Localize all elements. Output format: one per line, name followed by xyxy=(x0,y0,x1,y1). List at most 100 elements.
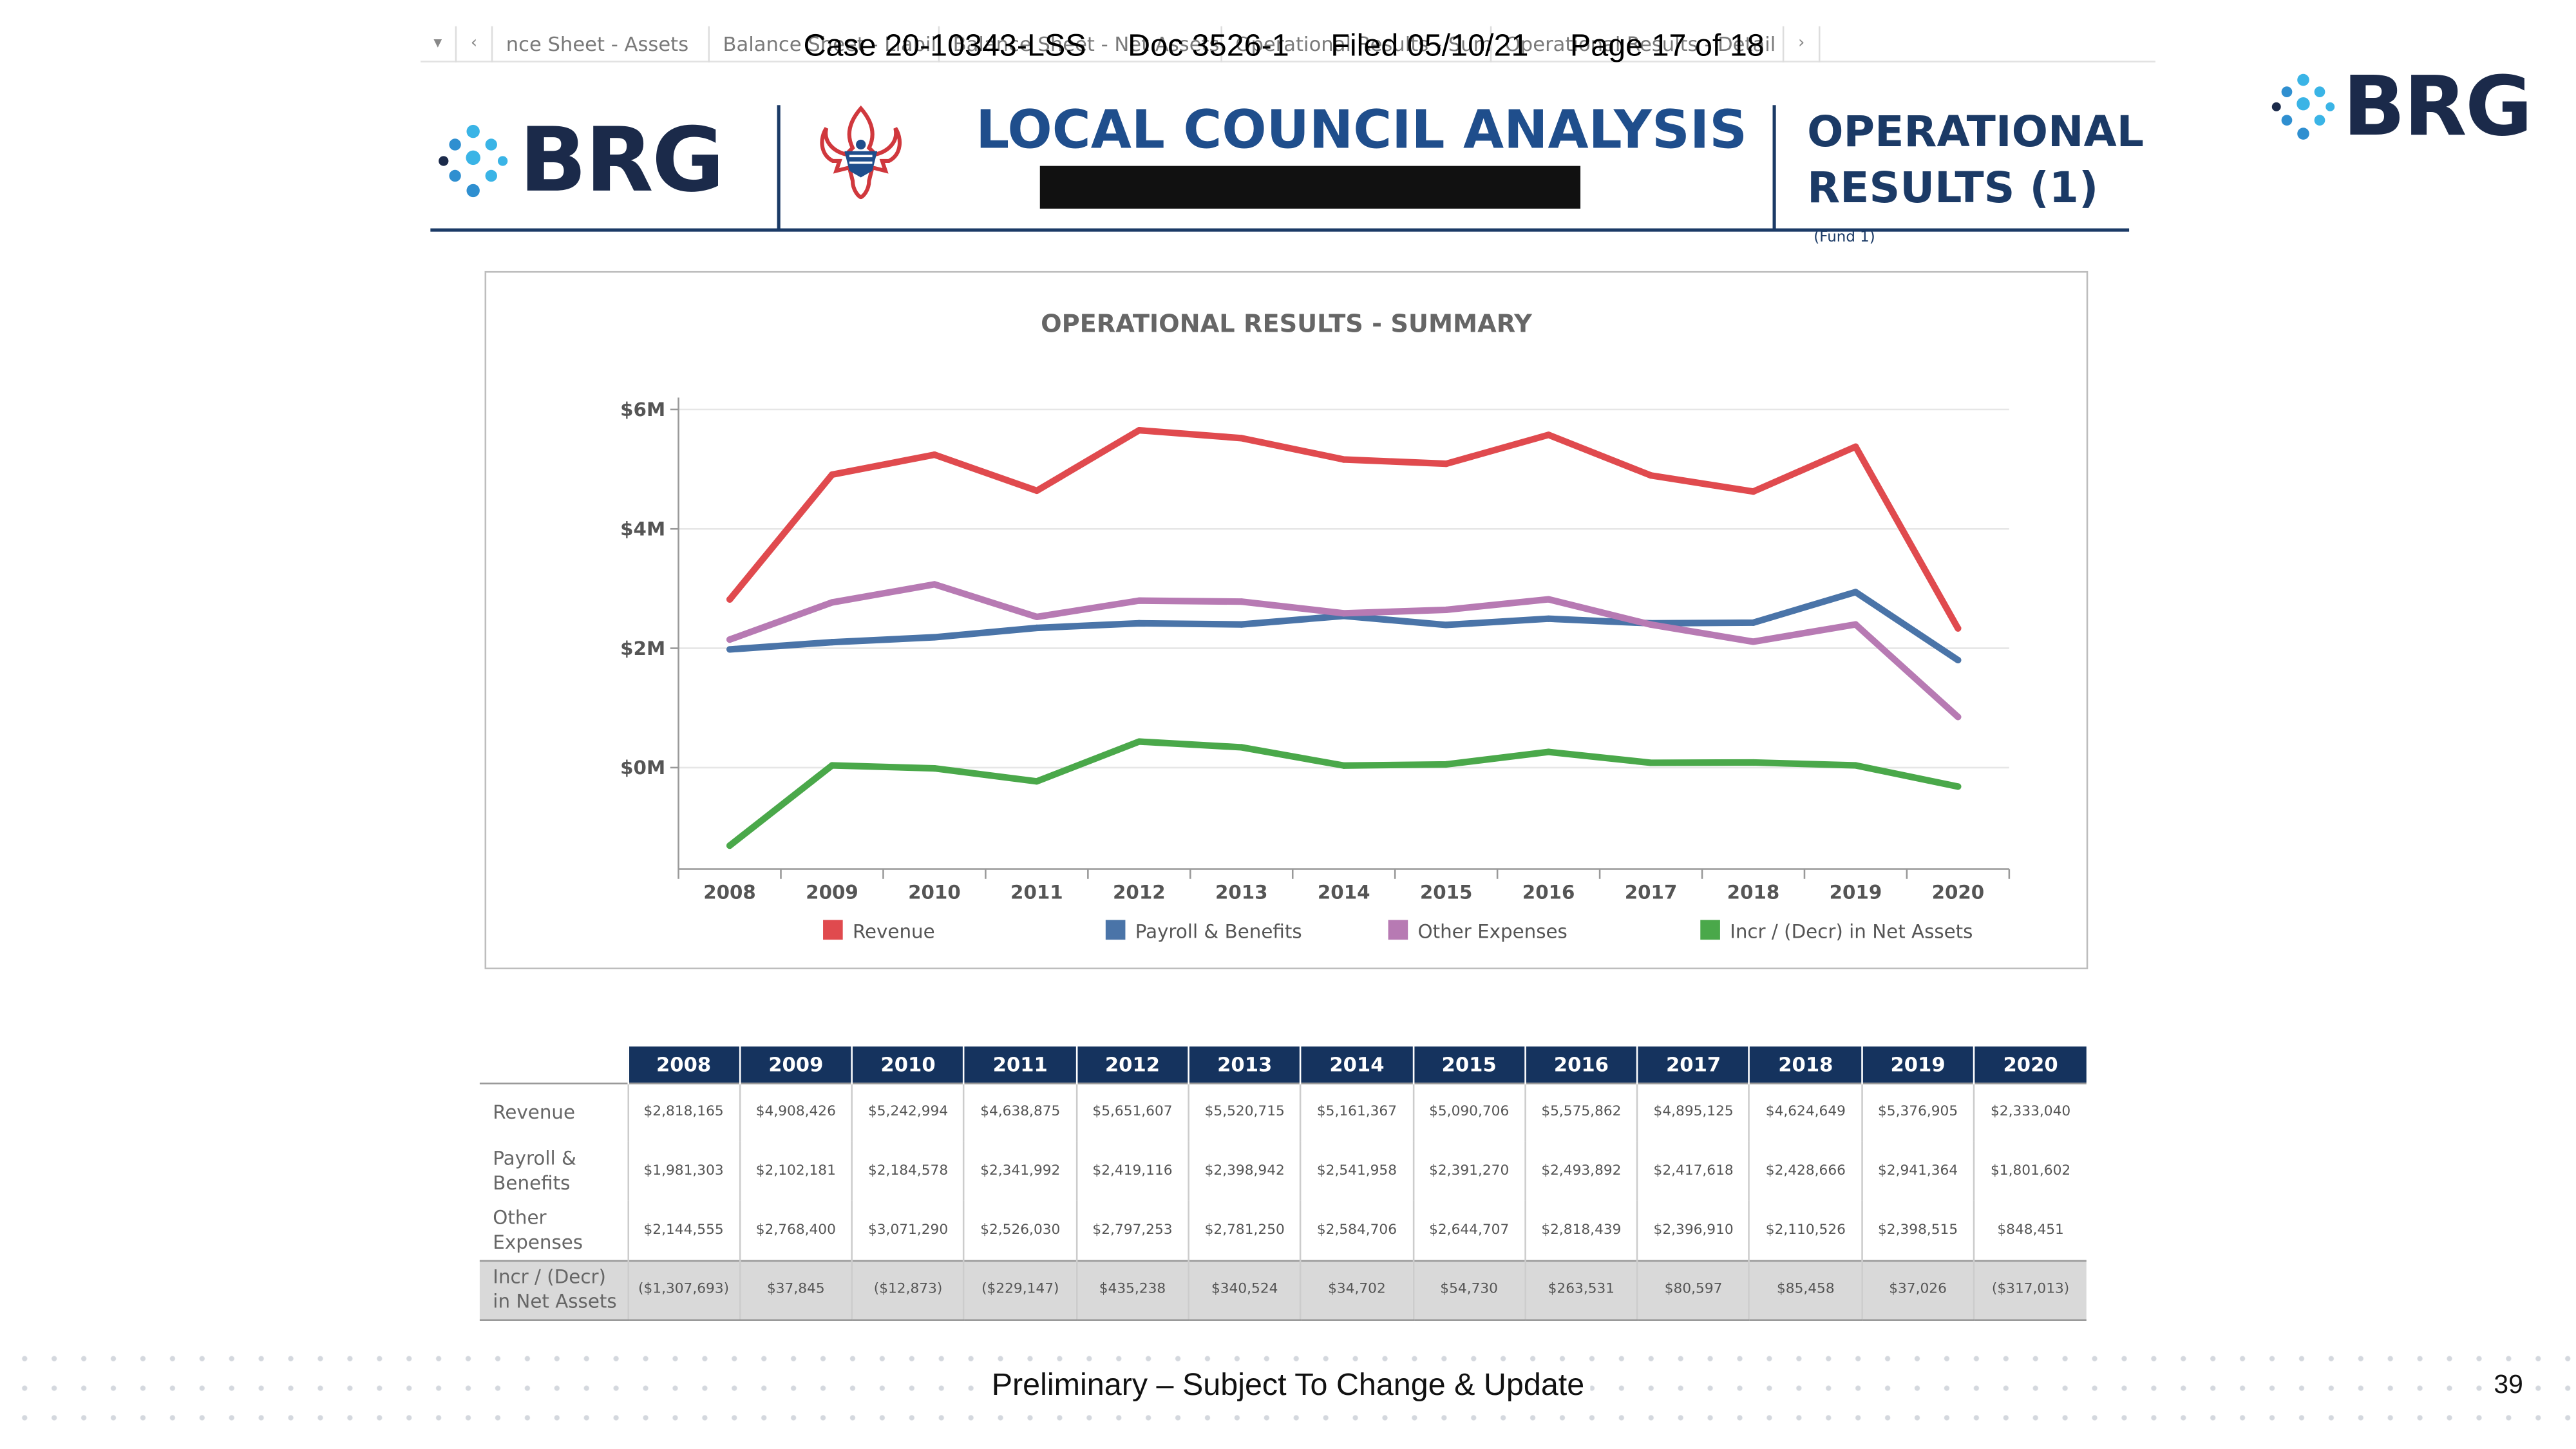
table-cell: $848,451 xyxy=(1973,1200,2087,1260)
line-chart: OPERATIONAL RESULTS - SUMMARY $6M$4M$2M$… xyxy=(620,309,2011,943)
axes: $6M $4M $2M $0M 2008 2009 2010 2011 2012 2013 2014… xyxy=(620,397,2011,903)
data-point xyxy=(1750,619,1757,626)
header-underline xyxy=(430,228,2130,232)
table-cell: $2,526,030 xyxy=(963,1200,1077,1260)
data-point xyxy=(1033,778,1040,785)
table-cell: $5,376,905 xyxy=(1861,1081,1975,1142)
y-tick-label: $6M xyxy=(620,399,665,421)
legend-label: Payroll & Benefits xyxy=(1135,921,1302,943)
table-cell: $4,908,426 xyxy=(739,1081,852,1142)
table-year-header: 2008 xyxy=(627,1046,740,1083)
legend: Revenue Payroll & Benefits Other Expenses I… xyxy=(823,920,1973,943)
table-cell: $2,110,526 xyxy=(1748,1200,1862,1260)
data-point xyxy=(1647,759,1654,766)
redaction-bar xyxy=(1039,166,1581,209)
data-point xyxy=(1135,620,1142,627)
data-point xyxy=(1955,783,1962,790)
table-cell: $2,818,165 xyxy=(627,1081,740,1142)
data-point xyxy=(1545,748,1552,755)
table-cell: $1,801,602 xyxy=(1973,1141,2087,1201)
data-point xyxy=(1340,762,1347,769)
table-cell: ($317,013) xyxy=(1973,1259,2087,1320)
data-point xyxy=(1955,656,1962,664)
table-year-header: 2014 xyxy=(1300,1046,1414,1083)
brg-dots-icon xyxy=(439,124,508,196)
data-point xyxy=(1750,638,1757,645)
tab-balance-sheet-liabilities[interactable]: Balance Sheet - Liabilities xyxy=(710,25,940,62)
chart-title: OPERATIONAL RESULTS - SUMMARY xyxy=(1041,309,1533,338)
filed-date: Filed 05/10/21 xyxy=(1331,29,1529,64)
x-tick-label: 2018 xyxy=(1727,881,1780,903)
table-cell: $2,419,116 xyxy=(1075,1141,1189,1201)
x-tick-label: 2014 xyxy=(1318,881,1370,903)
data-point xyxy=(828,599,836,606)
table-cell: $5,651,607 xyxy=(1075,1081,1189,1142)
table-cell: $2,102,181 xyxy=(739,1141,852,1201)
x-tick-label: 2008 xyxy=(703,881,756,903)
data-point xyxy=(1545,615,1552,622)
data-point xyxy=(1647,472,1654,479)
data-point xyxy=(1135,597,1142,604)
table-cell: $2,396,910 xyxy=(1636,1200,1750,1260)
table-cell: $5,520,715 xyxy=(1188,1081,1301,1142)
tab-operational-results-summary[interactable]: Operational Results - Summary xyxy=(1222,25,1492,62)
tab-dropdown-icon[interactable]: ▾ xyxy=(421,25,457,62)
y-tick-label: $2M xyxy=(620,638,665,659)
preliminary-note: Preliminary – Subject To Change & Update xyxy=(0,1368,2576,1405)
data-point xyxy=(1852,762,1859,769)
data-point xyxy=(1340,610,1347,617)
table-cell: $4,895,125 xyxy=(1636,1081,1750,1142)
table-cell: $2,584,706 xyxy=(1300,1200,1414,1260)
table-cell: $4,638,875 xyxy=(963,1081,1077,1142)
table-year-header: 2015 xyxy=(1412,1046,1526,1083)
table-row: Other Expenses $2,144,555 $2,768,400 $3,071… xyxy=(480,1200,2087,1260)
table-row-label: Incr / (Decr) in Net Assets xyxy=(479,1259,628,1320)
data-point xyxy=(1852,443,1859,450)
tab-scroll-left-icon[interactable]: ‹ xyxy=(457,25,493,62)
x-tick-label: 2013 xyxy=(1215,881,1268,903)
x-tick-label: 2015 xyxy=(1420,881,1473,903)
legend-swatch xyxy=(1388,920,1408,940)
data-point xyxy=(1238,621,1245,628)
data-point xyxy=(1545,431,1552,439)
header-divider-left xyxy=(777,105,781,231)
table-cell: $2,333,040 xyxy=(1973,1081,2087,1142)
page-of: Page 17 of 18 xyxy=(1569,29,1765,64)
data-point xyxy=(1238,744,1245,751)
data-point xyxy=(1750,759,1757,766)
table-cell: $2,781,250 xyxy=(1188,1200,1301,1260)
table-cell: $2,493,892 xyxy=(1524,1141,1638,1201)
data-point xyxy=(1443,460,1450,468)
page-number: 39 xyxy=(2490,1372,2526,1402)
data-point xyxy=(726,646,734,653)
data-point xyxy=(1750,488,1757,495)
data-point xyxy=(1443,606,1450,613)
data-point xyxy=(828,762,836,769)
series-line-1 xyxy=(726,589,1962,664)
data-point xyxy=(931,451,938,459)
data-point xyxy=(931,634,938,641)
section-title-line1: OPERATIONAL xyxy=(1807,108,2145,158)
tab-balance-sheet-assets[interactable]: nce Sheet - Assets xyxy=(493,25,710,62)
table-cell: $34,702 xyxy=(1300,1259,1414,1320)
x-tick-label: 2010 xyxy=(908,881,961,903)
fund-note: (Fund 1) xyxy=(1814,230,1875,247)
tab-operational-results-detail[interactable]: Operational Results - Detail xyxy=(1492,25,1785,62)
tab-scroll-right-icon[interactable]: › xyxy=(1784,25,1821,62)
brg-logo: BRG xyxy=(437,108,724,212)
brg-corner-dots-icon xyxy=(2271,73,2335,140)
tab-balance-sheet-net-assets[interactable]: Balance Sheet - Net Assets xyxy=(940,25,1222,62)
doc-number: Doc 3526-1 xyxy=(1128,29,1289,64)
data-point xyxy=(1955,625,1962,632)
table-cell: $5,090,706 xyxy=(1412,1081,1526,1142)
table-year-header: 2020 xyxy=(1973,1046,2087,1083)
section-title: OPERATIONAL RESULTS (1) (Fund 1) xyxy=(1807,105,2145,248)
table-year-header: 2011 xyxy=(963,1046,1077,1083)
table-cell: $5,242,994 xyxy=(851,1081,965,1142)
data-point xyxy=(1238,435,1245,442)
data-point xyxy=(1238,598,1245,605)
data-point xyxy=(726,596,734,603)
x-tick-label: 2012 xyxy=(1113,881,1166,903)
table-year-header: 2019 xyxy=(1861,1046,1975,1083)
